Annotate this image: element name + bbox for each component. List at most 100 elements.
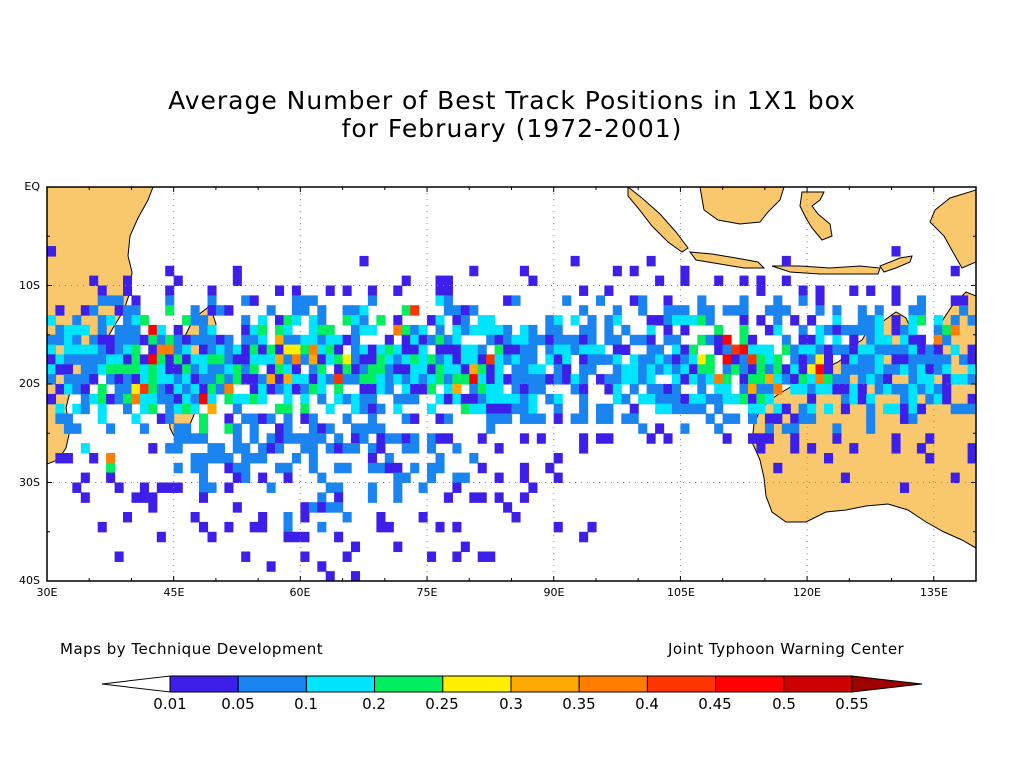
density-cell xyxy=(672,403,682,415)
density-cell xyxy=(494,334,504,346)
density-cell xyxy=(97,403,107,415)
density-cell xyxy=(748,413,758,424)
density-cell xyxy=(232,364,242,375)
density-cell xyxy=(139,423,149,434)
density-cell xyxy=(697,384,707,395)
density-cell xyxy=(477,354,487,365)
density-cell xyxy=(418,324,428,336)
density-cell xyxy=(114,354,124,365)
x-tick-label: 120E xyxy=(793,586,821,599)
density-cell xyxy=(300,354,310,365)
density-cell xyxy=(317,364,327,375)
density-cell xyxy=(460,374,470,385)
density-cell xyxy=(503,324,513,336)
density-cell xyxy=(916,334,926,346)
density-cell xyxy=(123,374,133,385)
density-cell xyxy=(883,374,893,385)
density-cell xyxy=(351,433,361,444)
density-cell xyxy=(207,393,217,405)
density-cell xyxy=(376,403,386,415)
density-cell xyxy=(587,354,597,365)
density-cell xyxy=(866,403,876,415)
density-cell xyxy=(55,324,65,336)
density-cell xyxy=(367,393,377,405)
x-tick-label: 30E xyxy=(36,586,58,599)
density-cell xyxy=(579,443,589,454)
credit-left: Maps by Technique Development xyxy=(60,640,324,658)
density-cell xyxy=(596,354,606,365)
density-cell xyxy=(866,374,876,385)
density-cell xyxy=(528,393,538,405)
density-cell xyxy=(106,462,116,474)
density-cell xyxy=(908,334,918,346)
density-cell xyxy=(207,384,217,395)
density-cell xyxy=(97,384,107,395)
colorbar-high-arrow xyxy=(851,675,923,693)
density-cell xyxy=(528,364,538,375)
density-cell xyxy=(756,443,766,454)
density-cell xyxy=(528,374,538,385)
density-cell xyxy=(891,433,901,444)
density-cell xyxy=(638,423,648,434)
density-cell xyxy=(207,324,217,336)
density-cell xyxy=(697,374,707,385)
density-cell xyxy=(807,413,817,424)
density-cell xyxy=(655,315,665,326)
density-cell xyxy=(224,334,234,346)
density-cell xyxy=(714,344,724,356)
density-cell xyxy=(106,295,116,306)
density-cell xyxy=(241,393,251,405)
density-cell xyxy=(553,315,563,326)
density-cell xyxy=(519,492,529,503)
density-cell xyxy=(334,364,344,375)
density-cell xyxy=(629,384,639,395)
density-cell xyxy=(334,462,344,474)
density-cell xyxy=(866,413,876,424)
density-cell xyxy=(418,384,428,395)
density-cell xyxy=(291,354,301,365)
density-cell xyxy=(672,305,682,316)
density-cell xyxy=(596,403,606,415)
density-cell xyxy=(832,315,842,326)
colorbar-swatch xyxy=(783,675,853,693)
density-cell xyxy=(427,443,437,454)
density-cell xyxy=(308,433,318,444)
density-cell xyxy=(376,384,386,395)
density-cell xyxy=(883,344,893,356)
density-cell xyxy=(739,374,749,385)
density-cell xyxy=(165,403,175,415)
density-cell xyxy=(925,344,935,356)
density-cell xyxy=(291,315,301,326)
density-cell xyxy=(258,384,268,395)
density-cell xyxy=(359,374,369,385)
density-cell xyxy=(89,354,99,365)
density-cell xyxy=(384,433,394,444)
density-cell xyxy=(55,364,65,375)
density-cell xyxy=(300,433,310,444)
density-cell xyxy=(393,492,403,503)
density-cell xyxy=(232,265,242,277)
density-cell xyxy=(866,393,876,405)
density-cell xyxy=(443,275,453,287)
density-cell xyxy=(807,403,817,415)
density-cell xyxy=(342,315,352,326)
density-cell xyxy=(232,275,242,287)
density-cell xyxy=(781,255,791,267)
density-cell xyxy=(283,423,293,434)
density-cell xyxy=(874,315,884,326)
density-cell xyxy=(494,413,504,424)
density-cell xyxy=(773,324,783,336)
density-cell xyxy=(308,423,318,434)
density-cell xyxy=(815,334,825,346)
density-cell xyxy=(114,295,124,306)
density-cell xyxy=(638,334,648,346)
density-cell xyxy=(291,433,301,444)
gridlines xyxy=(47,187,976,581)
density-cell xyxy=(241,413,251,424)
density-cell xyxy=(131,344,141,356)
density-cell xyxy=(283,472,293,484)
density-cell xyxy=(224,453,234,464)
density-cell xyxy=(207,344,217,356)
density-cell xyxy=(325,571,335,581)
density-cell xyxy=(469,324,479,336)
